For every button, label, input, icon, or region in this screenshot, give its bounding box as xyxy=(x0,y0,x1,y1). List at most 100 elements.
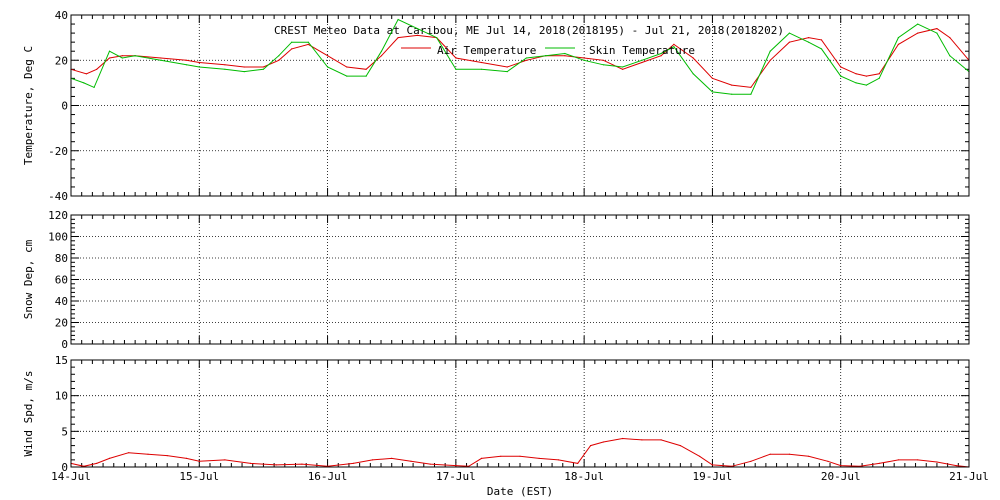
y-tick-label: -40 xyxy=(48,190,68,203)
plot-frame xyxy=(70,214,970,345)
data-point xyxy=(455,68,457,70)
data-point xyxy=(397,18,399,21)
data-point xyxy=(577,462,579,464)
data-point xyxy=(121,55,123,57)
data-point xyxy=(936,461,938,463)
data-point xyxy=(147,453,149,455)
data-point xyxy=(436,37,438,39)
data-point xyxy=(352,462,354,464)
data-point xyxy=(878,462,880,464)
x-axis-title: Date (EST) xyxy=(487,485,553,498)
y-tick-label: 120 xyxy=(48,209,68,222)
data-point xyxy=(855,73,857,75)
data-point xyxy=(936,28,938,30)
data-point xyxy=(291,48,293,50)
data-point xyxy=(878,77,880,79)
data-point xyxy=(788,32,791,34)
y-tick-label: 0 xyxy=(61,338,68,351)
data-point xyxy=(564,55,566,57)
data-point xyxy=(878,73,880,75)
data-point xyxy=(769,453,771,455)
data-point xyxy=(788,41,791,43)
data-point xyxy=(275,464,277,466)
data-point xyxy=(243,66,245,68)
data-point xyxy=(865,84,868,86)
x-tick-label: 17-Jul xyxy=(436,470,476,483)
data-point xyxy=(429,463,431,465)
data-point xyxy=(500,455,502,457)
data-point xyxy=(525,59,528,61)
x-tick-label: 18-Jul xyxy=(564,470,604,483)
data-point xyxy=(641,61,643,64)
y-axis-title: Snow Dep, cm xyxy=(22,239,35,319)
y-tick-label: 20 xyxy=(55,54,68,67)
data-point xyxy=(224,68,226,70)
data-point xyxy=(160,57,162,59)
data-point xyxy=(519,455,521,457)
data-point xyxy=(855,82,857,84)
y-tick-label: 15 xyxy=(55,354,68,367)
y-axis-title: Temperature, Deg C xyxy=(22,46,35,165)
data-point xyxy=(83,82,85,84)
data-point xyxy=(538,457,540,459)
data-point xyxy=(224,64,226,66)
data-point xyxy=(416,34,418,37)
y-tick-label: 60 xyxy=(55,274,68,287)
y-tick-label: 100 xyxy=(48,231,68,244)
data-point xyxy=(897,43,900,46)
data-point xyxy=(622,66,624,68)
data-point xyxy=(480,457,483,459)
data-point xyxy=(641,439,643,441)
data-point xyxy=(827,460,829,462)
data-point xyxy=(416,28,418,30)
data-point xyxy=(160,59,162,61)
data-point xyxy=(185,59,188,61)
data-point xyxy=(840,66,842,68)
data-point xyxy=(788,453,791,455)
data-point xyxy=(327,66,329,68)
x-tick-label: 20-Jul xyxy=(821,470,861,483)
data-point xyxy=(699,455,701,457)
data-point xyxy=(291,41,293,43)
plot-frame xyxy=(70,14,970,197)
data-point xyxy=(121,57,123,59)
data-point xyxy=(622,68,624,70)
data-point xyxy=(808,455,810,457)
data-point xyxy=(545,55,547,57)
data-point xyxy=(750,460,752,462)
y-tick-label: 0 xyxy=(61,461,68,474)
panel-0: -40 -20 0 20 40 Temperature, Deg C Air Tempera… xyxy=(22,9,970,203)
data-point xyxy=(93,86,95,88)
data-point xyxy=(397,37,399,39)
data-point xyxy=(250,462,252,464)
data-point xyxy=(660,55,662,57)
data-point xyxy=(820,39,823,41)
x-tick-label: 14-Jul xyxy=(51,470,91,483)
data-point xyxy=(301,463,303,465)
data-point xyxy=(660,52,662,55)
data-point xyxy=(769,50,771,52)
data-point xyxy=(955,465,957,467)
data-point xyxy=(660,439,662,441)
x-tick-label: 21-Jul xyxy=(949,470,989,483)
panel-2: 0 5 10 15 Wind Spd, m/s xyxy=(22,354,970,474)
data-point xyxy=(108,57,111,59)
y-tick-label: 10 xyxy=(55,390,68,403)
chart-panels: -40 -20 0 20 40 Temperature, Deg C Air Tempera… xyxy=(22,9,989,483)
legend-label: Skin Temperature xyxy=(589,44,695,57)
data-point xyxy=(897,459,900,461)
data-point xyxy=(278,55,280,57)
plot-frame xyxy=(70,359,970,468)
data-point xyxy=(525,57,528,59)
data-point xyxy=(557,459,560,461)
data-point xyxy=(166,455,168,457)
data-point xyxy=(840,75,842,77)
y-tick-label: 0 xyxy=(61,100,68,113)
data-point xyxy=(307,43,309,46)
data-point xyxy=(380,50,383,52)
data-point xyxy=(108,457,111,459)
data-point xyxy=(564,52,566,55)
y-tick-label: 40 xyxy=(55,295,68,308)
data-point xyxy=(108,50,111,52)
